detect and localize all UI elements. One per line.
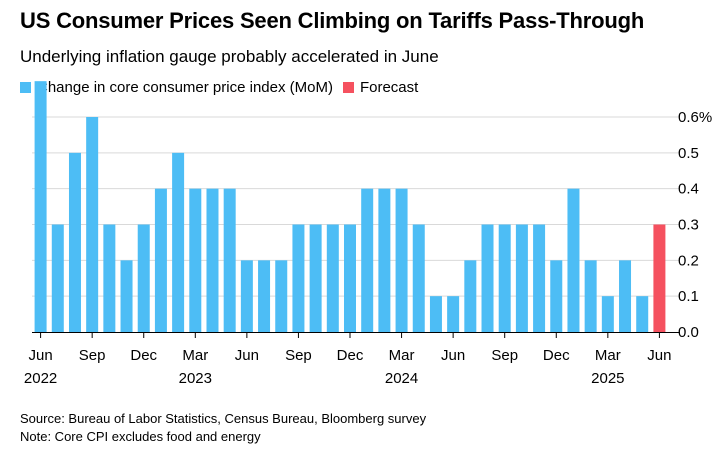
legend-item-actual: Change in core consumer price index (MoM… [20,79,333,96]
bar-actual [68,152,81,332]
bar-actual [636,296,649,332]
x-tick-label-month: Mar [182,347,208,364]
legend-label-forecast: Forecast [359,78,419,96]
source-note: Source: Bureau of Labor Statistics, Cens… [20,411,427,426]
bar-actual [258,260,271,332]
x-tick-label-month: Jun [235,347,259,364]
x-tick-label-month: Jun [647,347,671,364]
bar-actual [326,224,339,332]
x-tick-label-month: Sep [285,347,312,364]
y-tick-label: 0.0 [678,324,699,341]
legend: Change in core consumer price index (MoM… [20,78,428,96]
bar-actual [533,224,546,332]
legend-swatch-actual [20,81,31,93]
x-tick-label-year: 2022 [24,370,57,387]
bar-actual [464,260,477,332]
bar-actual [601,296,614,332]
bar-actual [240,260,253,332]
x-tick-label-month: Dec [543,347,570,364]
legend-item-forecast: Forecast [342,78,419,96]
x-tick-label-month: Sep [79,347,106,364]
y-tick-label: 0.4 [678,181,699,198]
legend-swatch-forecast [342,81,354,93]
bar-forecast [653,224,666,332]
bar-actual [103,224,116,332]
bar-actual [447,296,460,332]
y-tick-label: 0.3 [678,217,699,234]
bar-actual [309,224,322,332]
y-tick-label: 0.2 [678,252,699,269]
bar-actual [223,188,236,332]
x-tick-label-year: 2025 [591,370,624,387]
x-tick-label-month: Mar [595,347,621,364]
legend-label-actual: Change in core consumer price index (MoM… [37,78,333,96]
bar-actual [412,224,425,332]
bar-actual [51,224,64,332]
footnote: Note: Core CPI excludes food and energy [20,429,261,444]
x-tick-label-month: Jun [441,347,465,364]
x-tick-label-month: Dec [337,347,364,364]
bar-actual [86,117,99,332]
y-tick-label: 0.1 [678,288,699,305]
bar-actual [206,188,219,332]
bar-actual [378,188,391,332]
bar-actual [172,152,185,332]
bar-actual [34,81,47,333]
bar-actual [395,188,408,332]
bar-actual [429,296,442,332]
y-tick-label: 0.6% [678,109,712,126]
x-tick-label-year: 2023 [179,370,212,387]
y-tick-label: 0.5 [678,145,699,162]
x-tick-label-month: Dec [130,347,157,364]
bar-actual [550,260,563,332]
bar-actual [344,224,356,332]
bar-actual [361,188,374,332]
bar-actual [137,224,150,332]
bar-actual [619,260,632,332]
bar-actual [567,188,580,332]
bar-actual [275,260,288,332]
x-tick-label-month: Mar [389,347,415,364]
bar-actual [120,260,133,332]
x-tick-label-year: 2024 [385,370,418,387]
bar-actual [515,224,528,332]
bar-actual [189,188,202,332]
bar-actual [584,260,597,332]
bar-actual [481,224,494,332]
bar-actual [154,188,167,332]
bar-actual [292,224,305,332]
bar-actual [498,224,511,332]
chart-title: US Consumer Prices Seen Climbing on Tari… [20,8,645,33]
chart-subtitle: Underlying inflation gauge probably acce… [20,47,439,66]
x-tick-label-month: Jun [29,347,53,364]
x-tick-label-month: Sep [491,347,518,364]
